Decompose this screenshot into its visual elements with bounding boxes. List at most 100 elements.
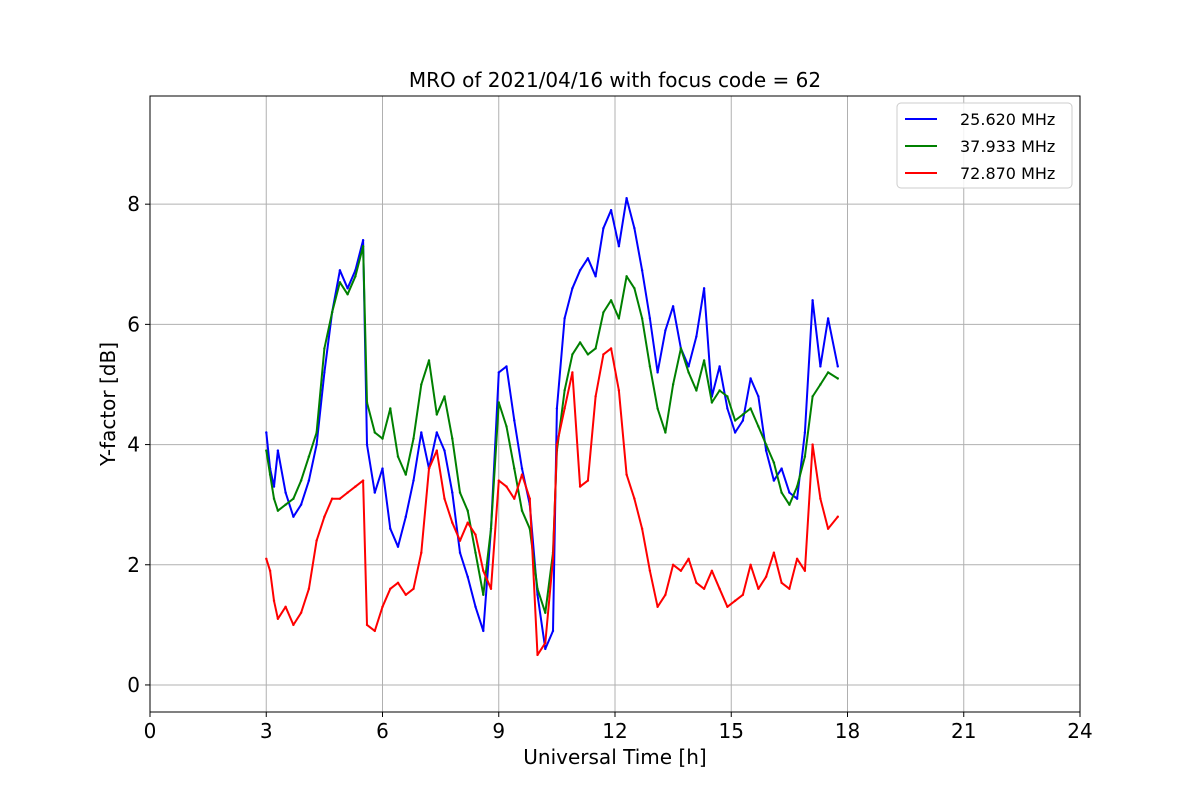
data-point <box>764 575 768 578</box>
data-point <box>586 257 590 260</box>
data-point <box>795 557 799 560</box>
data-point <box>315 443 318 446</box>
data-point <box>315 539 318 542</box>
data-point <box>482 629 485 633</box>
series-line-1 <box>265 197 839 650</box>
legend-label: 72.870 MHz <box>960 164 1055 183</box>
data-point <box>718 389 721 392</box>
data-point <box>346 491 349 494</box>
data-point <box>710 569 714 572</box>
chart-title: MRO of 2021/04/16 with focus code = 62 <box>409 68 821 92</box>
data-point <box>404 593 407 596</box>
data-point <box>609 209 613 212</box>
data-point <box>389 527 392 530</box>
data-point <box>780 491 783 494</box>
data-point <box>307 479 311 482</box>
data-point <box>710 401 714 404</box>
data-point <box>489 527 493 530</box>
data-point <box>733 419 737 422</box>
data-point <box>381 605 384 608</box>
data-point <box>323 515 326 518</box>
data-point <box>497 371 500 374</box>
data-point <box>780 467 783 470</box>
data-point <box>513 467 516 470</box>
data-point <box>795 485 799 488</box>
data-point <box>354 485 357 488</box>
data-point <box>671 383 675 386</box>
data-point <box>656 605 659 608</box>
data-point <box>323 371 326 374</box>
data-point <box>788 587 791 590</box>
data-point <box>451 491 454 494</box>
x-axis-label: Universal Time [h] <box>523 745 706 769</box>
data-point <box>544 611 547 614</box>
data-point <box>571 371 574 374</box>
data-point <box>594 275 597 278</box>
data-point <box>836 377 839 380</box>
data-point <box>648 569 652 572</box>
data-point <box>435 413 438 416</box>
y-axis-label: Y-factor [dB] <box>96 342 120 467</box>
data-point <box>679 347 683 350</box>
data-point <box>346 293 349 296</box>
data-point <box>741 419 745 422</box>
data-point <box>695 581 698 584</box>
data-point <box>520 467 524 470</box>
data-point <box>571 287 574 290</box>
data-point <box>633 287 636 290</box>
data-point <box>338 497 342 500</box>
data-point <box>536 653 539 657</box>
data-point <box>544 641 547 645</box>
data-point <box>578 485 582 488</box>
data-point <box>757 587 760 590</box>
data-point <box>718 365 721 368</box>
data-point <box>803 431 807 434</box>
data-point <box>389 587 392 590</box>
data-point <box>551 629 555 633</box>
data-point <box>474 605 477 608</box>
y-tick-label: 6 <box>127 312 140 336</box>
data-point <box>803 569 807 572</box>
data-point <box>354 275 357 278</box>
data-point <box>741 413 745 416</box>
data-point <box>272 485 276 488</box>
data-point <box>443 395 446 398</box>
data-point <box>609 299 613 302</box>
data-point <box>640 269 644 272</box>
data-point <box>299 503 303 506</box>
data-point <box>474 533 477 536</box>
data-point <box>330 311 334 314</box>
data-point <box>338 281 342 284</box>
data-point <box>513 419 516 422</box>
data-point <box>505 425 508 428</box>
data-point <box>836 515 839 518</box>
data-point <box>292 515 295 518</box>
data-point <box>451 521 454 524</box>
x-axis: 0 3 6 9 12 15 18 21 24 <box>144 712 1093 743</box>
data-point <box>788 491 791 494</box>
data-point <box>819 365 822 368</box>
data-point <box>361 245 365 248</box>
data-point <box>826 371 830 374</box>
data-point <box>772 551 776 554</box>
data-point <box>819 497 822 500</box>
legend: 25.620 MHz 37.933 MHz 72.870 MHz <box>896 102 1073 189</box>
data-point <box>458 551 462 554</box>
data-point <box>361 479 365 482</box>
grid-lines <box>150 96 1080 712</box>
data-point <box>733 599 737 602</box>
data-point <box>466 575 469 578</box>
data-point <box>749 407 752 410</box>
x-tick-label: 18 <box>835 719 860 743</box>
data-point <box>788 503 791 506</box>
data-point <box>664 329 667 332</box>
data-point <box>602 227 605 230</box>
data-point <box>819 383 822 386</box>
data-point <box>687 557 690 560</box>
data-point <box>373 431 376 434</box>
data-point <box>648 317 652 320</box>
data-point <box>420 551 423 554</box>
data-point <box>664 593 667 596</box>
data-point <box>679 569 683 572</box>
